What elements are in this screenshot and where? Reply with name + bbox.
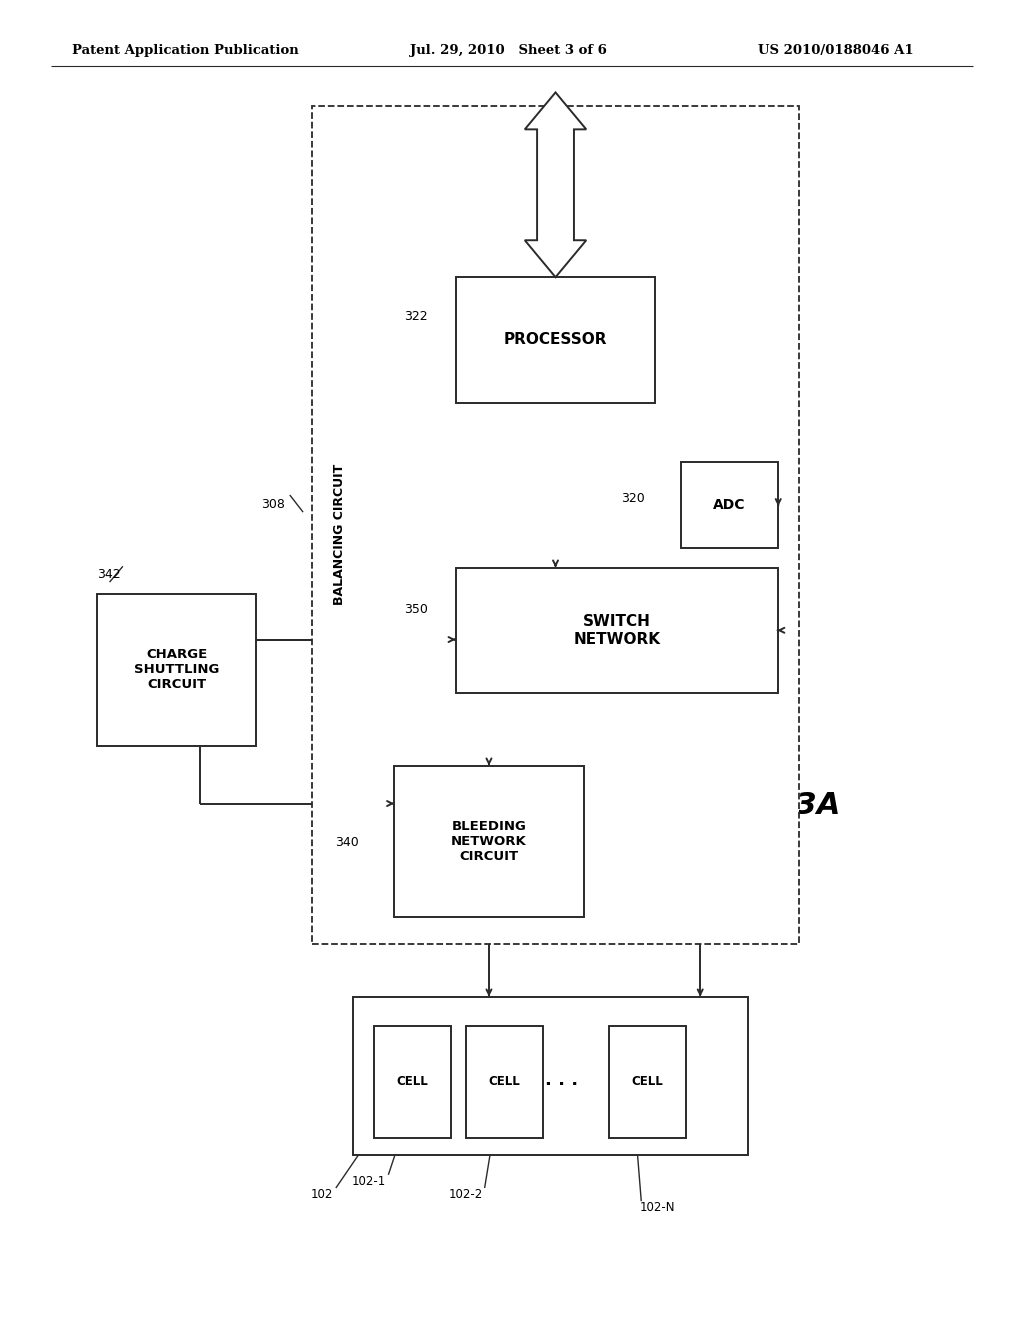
FancyBboxPatch shape [394,766,584,917]
Text: 308: 308 [261,498,285,511]
Polygon shape [524,92,586,277]
Text: 102-N: 102-N [639,1201,675,1214]
FancyBboxPatch shape [374,1026,451,1138]
Text: CELL: CELL [632,1076,664,1088]
Text: 322: 322 [404,310,428,323]
Text: . . .: . . . [545,1071,578,1089]
Text: 102-1: 102-1 [352,1175,386,1188]
Text: 320: 320 [622,492,645,506]
Text: Patent Application Publication: Patent Application Publication [72,44,298,57]
FancyBboxPatch shape [609,1026,686,1138]
Text: US 2010/0188046 A1: US 2010/0188046 A1 [758,44,913,57]
Text: CELL: CELL [488,1076,520,1088]
Text: ADC: ADC [714,498,745,512]
Text: CELL: CELL [396,1076,428,1088]
Text: BLEEDING
NETWORK
CIRCUIT: BLEEDING NETWORK CIRCUIT [452,820,526,863]
FancyBboxPatch shape [456,568,778,693]
Text: SWITCH
NETWORK: SWITCH NETWORK [573,614,660,647]
FancyBboxPatch shape [312,106,799,944]
Text: 102: 102 [310,1188,333,1201]
FancyBboxPatch shape [97,594,256,746]
Text: Jul. 29, 2010   Sheet 3 of 6: Jul. 29, 2010 Sheet 3 of 6 [410,44,606,57]
Text: PROCESSOR: PROCESSOR [504,333,607,347]
Text: 340: 340 [335,836,358,849]
FancyBboxPatch shape [456,277,655,403]
FancyBboxPatch shape [353,997,748,1155]
Text: FIG. 3A: FIG. 3A [716,791,841,820]
Text: 350: 350 [404,603,428,616]
FancyBboxPatch shape [681,462,778,548]
Text: CHARGE
SHUTTLING
CIRCUIT: CHARGE SHUTTLING CIRCUIT [134,648,219,692]
Text: BALANCING CIRCUIT: BALANCING CIRCUIT [334,463,346,606]
FancyBboxPatch shape [466,1026,543,1138]
Text: 102-2: 102-2 [449,1188,482,1201]
Text: 342: 342 [97,568,121,581]
